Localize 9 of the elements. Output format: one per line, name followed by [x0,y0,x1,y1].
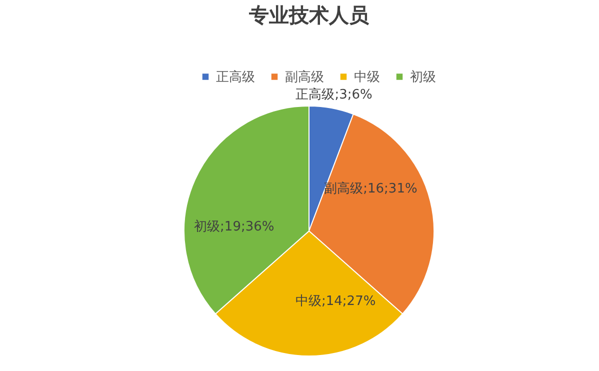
data-label: 中级;14;27% [295,294,376,310]
legend-label: 初级 [410,70,436,85]
data-label: 初级;19;36% [194,219,274,234]
legend-label: 副高级 [285,68,324,85]
data-label: 正高级;3;6% [296,86,372,102]
chart-title: 专业技术人员 [248,3,370,27]
legend-label: 正高级 [216,68,255,85]
legend-label: 中级 [354,70,380,85]
data-label: 副高级;16;31% [324,180,418,196]
